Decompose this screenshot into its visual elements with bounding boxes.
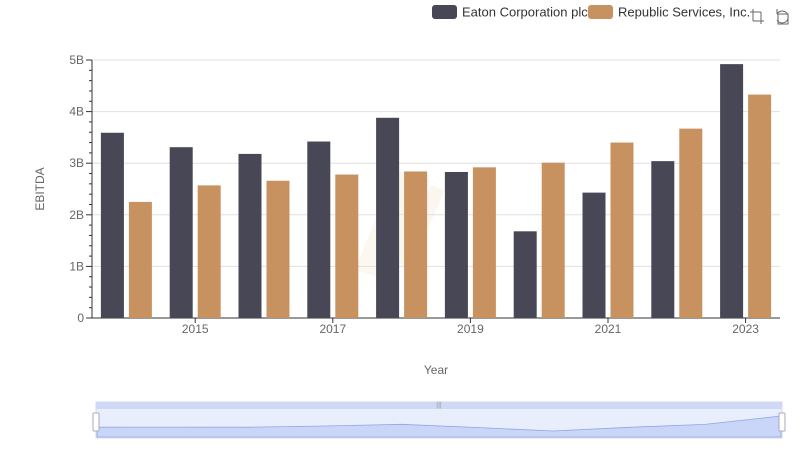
x-tick-label: 2023 xyxy=(732,322,759,336)
bar-republic-2017[interactable] xyxy=(335,174,359,318)
bars xyxy=(100,64,772,319)
y-axis-title: EBITDA xyxy=(33,167,47,210)
legend-swatch[interactable] xyxy=(432,5,457,19)
bar-republic-2018[interactable] xyxy=(404,171,428,318)
bar-republic-2020[interactable] xyxy=(541,162,565,318)
y-tick-label: 3B xyxy=(69,156,84,170)
slider-handle-right[interactable] xyxy=(778,412,786,432)
legend: Eaton Corporation plc Republic Services, … xyxy=(432,5,750,20)
y-tick-label: 1B xyxy=(69,259,84,273)
bar-republic-2014[interactable] xyxy=(128,201,152,318)
x-tick-label: 2015 xyxy=(182,322,209,336)
bar-republic-2015[interactable] xyxy=(197,185,221,318)
watermark-logo xyxy=(355,170,445,280)
zoom-slider[interactable]: ||| xyxy=(92,401,786,439)
legend-swatch[interactable] xyxy=(588,5,613,19)
bar-eaton-2018[interactable] xyxy=(376,117,400,319)
slider-preview-area xyxy=(96,415,782,438)
bar-eaton-2019[interactable] xyxy=(444,171,468,318)
y-axis: 0 1B 2B 3B 4B 5B xyxy=(69,53,93,325)
bar-eaton-2016[interactable] xyxy=(238,153,262,318)
bar-republic-2019[interactable] xyxy=(472,167,496,318)
bar-eaton-2021[interactable] xyxy=(582,192,606,318)
bar-republic-2022[interactable] xyxy=(679,128,703,318)
bar-republic-2016[interactable] xyxy=(266,180,290,318)
bar-eaton-2015[interactable] xyxy=(169,147,193,318)
bar-eaton-2014[interactable] xyxy=(100,132,124,318)
slider-selection[interactable] xyxy=(96,402,782,409)
legend-label[interactable]: Republic Services, Inc. xyxy=(618,5,750,20)
x-tick-label: 2021 xyxy=(595,322,622,336)
x-tick-label: 2017 xyxy=(319,322,346,336)
bar-eaton-2017[interactable] xyxy=(307,141,331,318)
bar-eaton-2020[interactable] xyxy=(513,231,537,318)
y-tick-label: 5B xyxy=(69,53,84,67)
y-tick-label: 4B xyxy=(69,105,84,119)
x-tick-label: 2019 xyxy=(457,322,484,336)
y-tick-label: 0 xyxy=(77,311,84,325)
x-axis-title: Year xyxy=(424,363,448,377)
zoom-icon[interactable] xyxy=(750,9,764,24)
bar-republic-2021[interactable] xyxy=(610,142,634,318)
y-tick-label: 2B xyxy=(69,208,84,222)
bar-eaton-2022[interactable] xyxy=(651,161,675,318)
x-axis: 2015 2017 2019 2021 2023 xyxy=(92,317,780,336)
bar-eaton-2023[interactable] xyxy=(720,64,744,319)
legend-label[interactable]: Eaton Corporation plc xyxy=(462,5,588,20)
bar-republic-2023[interactable] xyxy=(748,94,772,319)
slider-handle-left[interactable] xyxy=(92,412,100,432)
slider-grip[interactable]: ||| xyxy=(436,402,442,409)
restore-icon[interactable] xyxy=(776,9,789,25)
